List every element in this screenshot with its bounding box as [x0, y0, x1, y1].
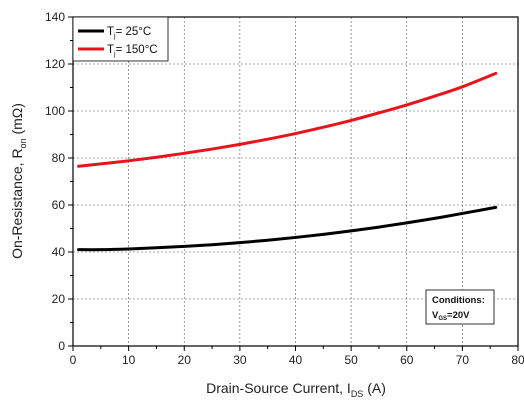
x-tick-label: 40 [289, 353, 303, 367]
legend-item-150c: Tj= 150°C [78, 44, 158, 58]
x-tick-label: 50 [344, 353, 358, 367]
x-tick-label: 20 [178, 353, 192, 367]
legend-label-150c: Tj= 150°C [107, 44, 158, 58]
x-tick-label: 10 [122, 353, 136, 367]
conditions-frame [425, 289, 495, 325]
y-tick-label: 140 [45, 10, 65, 24]
conditions-vgs: VGS=20V [432, 310, 470, 322]
y-tick-label: 0 [58, 339, 65, 353]
legend-box [72, 16, 169, 62]
y-tick-label: 60 [52, 198, 66, 212]
series-line-1 [77, 71, 498, 168]
y-tick-label: 80 [52, 151, 66, 165]
conditions-title: Conditions: [432, 295, 485, 306]
x-tick-label: 70 [456, 353, 470, 367]
legend-item-25c: Tj= 25°C [78, 26, 151, 40]
legend-label-25c: Tj= 25°C [107, 26, 151, 40]
conditions-box: Conditions: VGS=20V [425, 289, 495, 325]
x-axis-title: Drain-Source Current, IDS (A) [206, 380, 386, 399]
major-ticks [68, 16, 519, 351]
series-layer [77, 71, 498, 252]
x-tick-labels: 0 10 20 30 40 50 60 70 80 [70, 353, 524, 367]
x-tick-label: 60 [400, 353, 414, 367]
legend: Tj= 25°C Tj= 150°C [72, 16, 169, 62]
y-tick-label: 40 [52, 245, 66, 259]
x-tick-label: 80 [511, 353, 524, 367]
y-tick-label: 120 [45, 57, 65, 71]
x-tick-label: 30 [233, 353, 247, 367]
y-tick-labels: 0 20 40 60 80 100 120 140 [45, 10, 65, 353]
series-line-0 [77, 205, 498, 252]
grid [73, 17, 518, 346]
y-axis-title: On-Resistance, Ron (mΩ) [9, 103, 28, 259]
y-tick-label: 100 [45, 104, 65, 118]
y-tick-label: 20 [52, 292, 66, 306]
x-tick-label: 0 [70, 353, 77, 367]
